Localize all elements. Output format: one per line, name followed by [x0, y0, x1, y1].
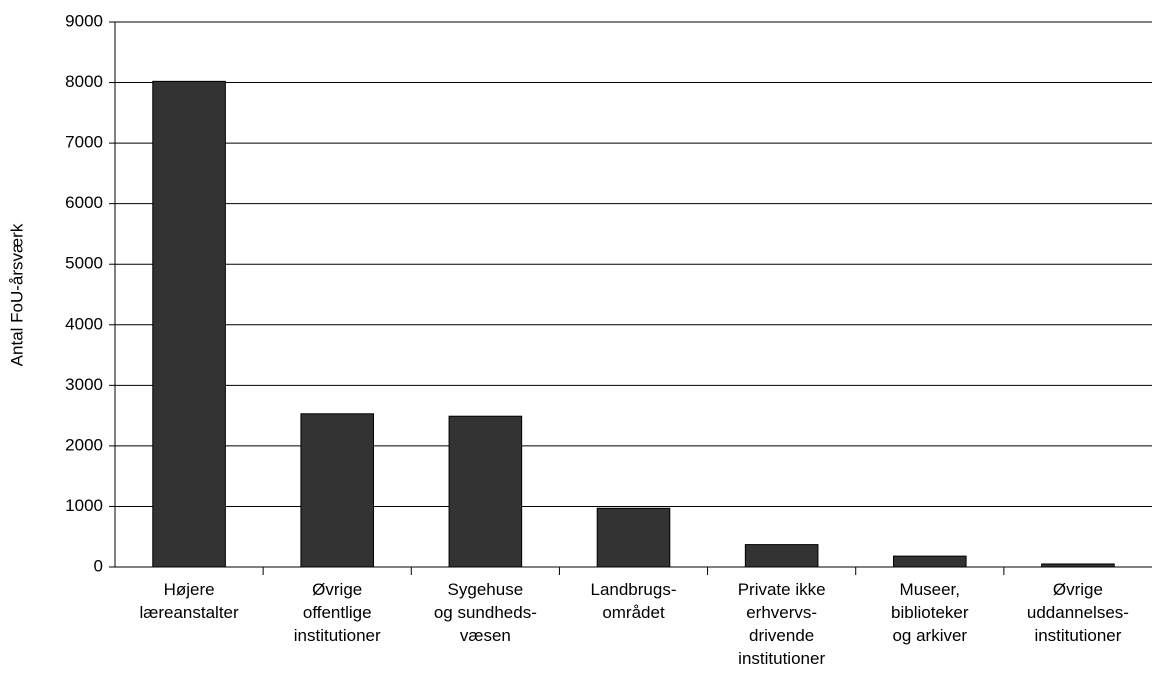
x-tick-label: Øvrige uddannelses-institutioner — [1027, 580, 1129, 645]
bar — [300, 413, 375, 568]
y-tick-label: 9000 — [65, 11, 103, 30]
y-tick-label: 0 — [94, 556, 103, 575]
y-tick-label: 3000 — [65, 375, 103, 394]
y-axis-label: Antal FoU-årsværk — [7, 223, 26, 366]
bar — [152, 80, 226, 568]
bar — [744, 544, 819, 568]
bar — [596, 507, 671, 568]
y-tick-label: 7000 — [65, 133, 103, 152]
bar — [448, 415, 523, 568]
x-tick-label: Øvrige offentlige institutioner — [294, 580, 381, 645]
bar — [892, 555, 967, 568]
y-tick-label: 4000 — [65, 314, 103, 333]
y-tick-label: 2000 — [65, 435, 103, 454]
y-tick-label: 5000 — [65, 254, 103, 273]
x-tick-label: Museer, biblioteker og arkiver — [891, 580, 969, 645]
y-tick-label: 8000 — [65, 72, 103, 91]
y-tick-label: 6000 — [65, 193, 103, 212]
x-tick-label: Private ikke erhvervs-drivende institution… — [738, 580, 826, 668]
bar — [1041, 563, 1115, 568]
x-tick-label: Landbrugs-området — [590, 580, 676, 622]
y-tick-label: 1000 — [65, 496, 103, 515]
x-tick-label: Højere læreanstalter — [139, 580, 239, 622]
x-tick-label: Sygehuse og sundheds-væsen — [434, 580, 537, 645]
